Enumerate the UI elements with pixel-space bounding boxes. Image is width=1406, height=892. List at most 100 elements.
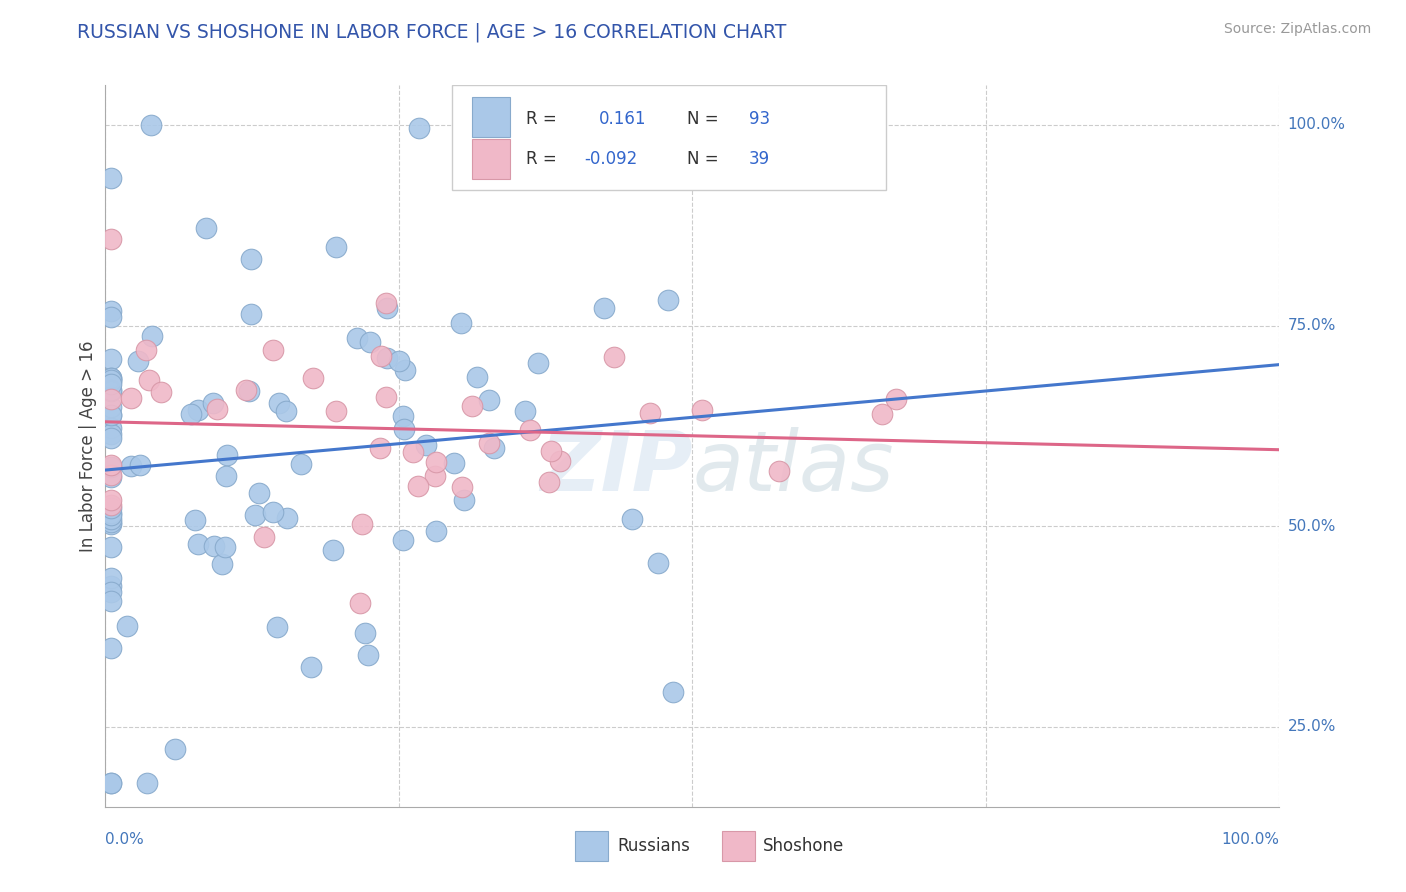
Point	[325, 240, 347, 254]
Text: Shoshone: Shoshone	[763, 838, 844, 855]
Point	[100, 460, 122, 475]
Point	[406, 479, 429, 493]
Point	[100, 383, 122, 397]
Point	[375, 351, 398, 365]
Point	[149, 385, 172, 400]
Point	[100, 171, 122, 186]
Text: R =: R =	[526, 110, 557, 128]
Point	[662, 685, 685, 699]
Text: 75.0%: 75.0%	[1288, 318, 1336, 333]
Y-axis label: In Labor Force | Age > 16: In Labor Force | Age > 16	[79, 340, 97, 552]
Point	[100, 593, 122, 607]
Point	[368, 441, 391, 455]
Point	[415, 438, 437, 452]
Point	[377, 301, 399, 315]
Point	[100, 470, 122, 484]
Text: N =: N =	[686, 150, 718, 169]
Text: 50.0%: 50.0%	[1288, 519, 1336, 533]
Point	[100, 571, 122, 585]
Point	[127, 354, 149, 368]
Point	[100, 501, 122, 516]
Point	[262, 343, 284, 357]
Point	[325, 404, 347, 418]
Bar	[575, 831, 607, 862]
Point	[401, 445, 423, 459]
Point	[262, 505, 284, 519]
Point	[870, 407, 893, 421]
Point	[100, 431, 122, 445]
Point	[478, 435, 501, 450]
Point	[392, 409, 415, 424]
Point	[100, 376, 122, 391]
Point	[128, 458, 150, 473]
Bar	[472, 97, 510, 136]
Point	[217, 448, 239, 462]
Point	[267, 396, 290, 410]
Text: N =: N =	[686, 110, 718, 128]
Point	[519, 423, 541, 437]
Point	[100, 776, 122, 790]
Point	[527, 356, 550, 370]
Point	[100, 420, 122, 434]
Point	[100, 515, 122, 529]
Point	[100, 408, 122, 422]
Point	[425, 455, 447, 469]
Point	[165, 742, 187, 756]
Point	[392, 533, 415, 547]
Point	[120, 459, 142, 474]
Point	[100, 408, 122, 422]
Point	[375, 390, 398, 404]
Point	[180, 407, 202, 421]
Text: atlas: atlas	[693, 427, 894, 508]
Point	[187, 402, 209, 417]
Point	[346, 331, 368, 345]
Point	[235, 383, 257, 397]
Point	[238, 384, 260, 398]
Point	[201, 396, 224, 410]
Point	[100, 517, 122, 532]
Point	[453, 492, 475, 507]
Text: Russians: Russians	[617, 838, 690, 855]
Point	[100, 401, 122, 415]
Point	[349, 597, 371, 611]
Point	[482, 441, 505, 455]
Point	[370, 349, 392, 363]
Point	[141, 118, 163, 132]
Point	[540, 444, 562, 458]
Point	[301, 371, 323, 385]
Point	[350, 517, 373, 532]
Text: 25.0%: 25.0%	[1288, 720, 1336, 734]
Point	[274, 404, 297, 418]
Point	[357, 648, 380, 662]
Point	[322, 543, 344, 558]
Point	[100, 232, 122, 246]
Point	[214, 469, 236, 483]
Point	[100, 540, 122, 554]
Point	[768, 464, 790, 478]
Point	[657, 293, 679, 307]
Point	[100, 506, 122, 520]
Point	[100, 373, 122, 387]
Point	[276, 511, 298, 525]
Point	[100, 374, 122, 388]
Point	[100, 426, 122, 441]
Point	[214, 540, 236, 554]
Text: 100.0%: 100.0%	[1288, 118, 1346, 132]
Text: 0.0%: 0.0%	[105, 832, 145, 847]
Point	[537, 475, 560, 489]
Point	[239, 252, 262, 267]
Point	[100, 351, 122, 366]
Text: -0.092: -0.092	[585, 150, 638, 169]
Point	[374, 296, 396, 310]
Point	[100, 640, 122, 655]
FancyBboxPatch shape	[451, 85, 886, 189]
Point	[621, 512, 644, 526]
Point	[100, 371, 122, 385]
Point	[115, 619, 138, 633]
Point	[451, 480, 474, 494]
Point	[202, 539, 225, 553]
Point	[100, 776, 122, 790]
Point	[550, 454, 572, 468]
Point	[100, 585, 122, 599]
Point	[211, 557, 233, 571]
